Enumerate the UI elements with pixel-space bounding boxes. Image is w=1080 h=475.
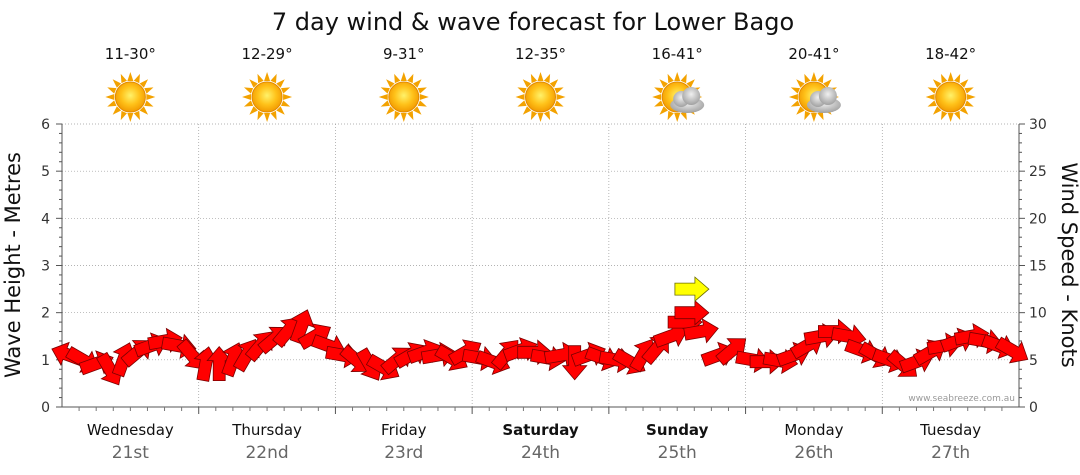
day-date-label: 27th xyxy=(931,443,970,463)
temperature-range: 12-29° xyxy=(242,45,293,63)
temperature-range: 9-31° xyxy=(383,45,425,63)
chart-title: 7 day wind & wave forecast for Lower Bag… xyxy=(272,8,794,36)
y-right-tick-label: 30 xyxy=(1029,117,1047,133)
day-header-saturday: 12-35° xyxy=(515,45,566,123)
day-header-tuesday: 18-42° xyxy=(925,45,977,123)
sun-icon xyxy=(378,71,430,123)
day-date-label: 23rd xyxy=(384,443,423,463)
temperature-range: 20-41° xyxy=(788,45,839,63)
day-date-label: 26th xyxy=(794,443,833,463)
y-axis-left-label: Wave Height - Metres xyxy=(1,152,25,378)
axes: 0 1 2 3 4 5 6 0 5 10 15 20 25 30 xyxy=(41,117,1047,416)
day-header-friday: 9-31° xyxy=(378,45,430,123)
y-right-tick-label: 25 xyxy=(1029,164,1047,180)
temperature-range: 18-42° xyxy=(925,45,976,63)
day-name-label: Sunday xyxy=(646,421,709,439)
y-right-tick-label: 10 xyxy=(1029,306,1047,322)
sun-icon xyxy=(925,71,977,123)
sun-icon xyxy=(515,71,566,123)
temperature-range: 12-35° xyxy=(515,45,566,63)
y-left-tick-label: 2 xyxy=(41,306,50,322)
y-right-tick-label: 20 xyxy=(1029,211,1047,227)
sun-cloud-icon xyxy=(788,71,841,123)
day-header-thursday: 12-29° xyxy=(241,45,293,123)
y-right-tick-label: 15 xyxy=(1029,259,1047,275)
day-header-sunday: 16-41° xyxy=(651,45,705,123)
y-left-tick-label: 0 xyxy=(41,400,50,416)
day-date-label: 22nd xyxy=(245,443,288,463)
y-right-tick-label: 0 xyxy=(1029,400,1038,416)
sun-icon xyxy=(104,71,156,123)
sun-icon xyxy=(241,71,293,123)
y-axis-right-label: Wind Speed - Knots xyxy=(1057,162,1080,367)
day-name-label: Saturday xyxy=(502,421,579,439)
day-name-label: Wednesday xyxy=(87,421,174,439)
sun-cloud-icon xyxy=(651,71,705,123)
x-axis-day-labels: Wednesday 21st Thursday 22nd Friday 23rd Satur… xyxy=(87,421,981,463)
temperature-range: 16-41° xyxy=(652,45,703,63)
day-forecast-header: 11-30° 12-29° 9-31° 12-35° 16-41° 20-41° 18-42… xyxy=(104,45,977,123)
day-header-wednesday: 11-30° xyxy=(104,45,156,123)
day-date-label: 24th xyxy=(521,443,560,463)
watermark: www.seabreeze.com.au xyxy=(908,394,1015,404)
y-right-tick-label: 5 xyxy=(1029,353,1038,369)
day-name-label: Monday xyxy=(784,421,843,439)
temperature-range: 11-30° xyxy=(105,45,156,63)
y-left-tick-label: 6 xyxy=(41,117,50,133)
day-header-monday: 20-41° xyxy=(788,45,841,123)
day-date-label: 21st xyxy=(112,443,149,463)
y-left-tick-label: 4 xyxy=(41,211,50,227)
day-name-label: Friday xyxy=(381,421,427,439)
plot-area: 0 1 2 3 4 5 6 0 5 10 15 20 25 30 xyxy=(41,117,1047,416)
day-name-label: Tuesday xyxy=(919,421,981,439)
y-left-tick-label: 3 xyxy=(41,259,50,275)
y-left-tick-label: 1 xyxy=(41,353,50,369)
y-left-tick-label: 5 xyxy=(41,164,50,180)
day-date-label: 25th xyxy=(658,443,697,463)
day-name-label: Thursday xyxy=(231,421,302,439)
